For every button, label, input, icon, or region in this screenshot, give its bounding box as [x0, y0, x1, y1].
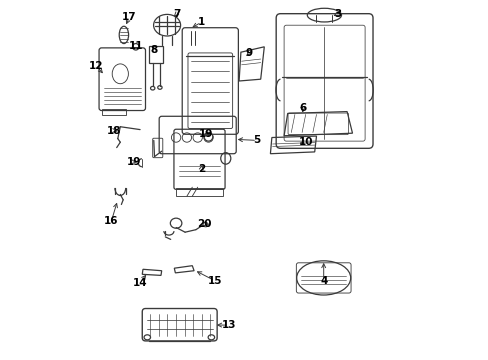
Text: 15: 15	[207, 276, 222, 286]
Bar	[149, 46, 163, 63]
Text: 17: 17	[122, 12, 136, 22]
Bar	[102, 109, 125, 115]
Text: 4: 4	[319, 276, 327, 286]
Text: 11: 11	[128, 41, 142, 51]
Text: 18: 18	[107, 126, 121, 136]
Text: 8: 8	[150, 45, 157, 55]
Text: 19: 19	[126, 157, 141, 167]
Bar	[176, 188, 223, 196]
Text: 7: 7	[173, 9, 180, 19]
Text: 10: 10	[299, 137, 313, 147]
Text: 20: 20	[197, 219, 211, 229]
Text: 9: 9	[245, 48, 252, 58]
Text: 2: 2	[197, 164, 204, 174]
Text: 16: 16	[104, 216, 118, 226]
Text: 14: 14	[133, 278, 147, 288]
Text: 19: 19	[198, 129, 212, 139]
Text: 12: 12	[89, 60, 103, 71]
Text: 13: 13	[222, 320, 236, 330]
Text: 5: 5	[253, 135, 260, 145]
Text: 1: 1	[197, 17, 204, 27]
Text: 6: 6	[299, 103, 306, 113]
Text: 3: 3	[334, 9, 341, 19]
